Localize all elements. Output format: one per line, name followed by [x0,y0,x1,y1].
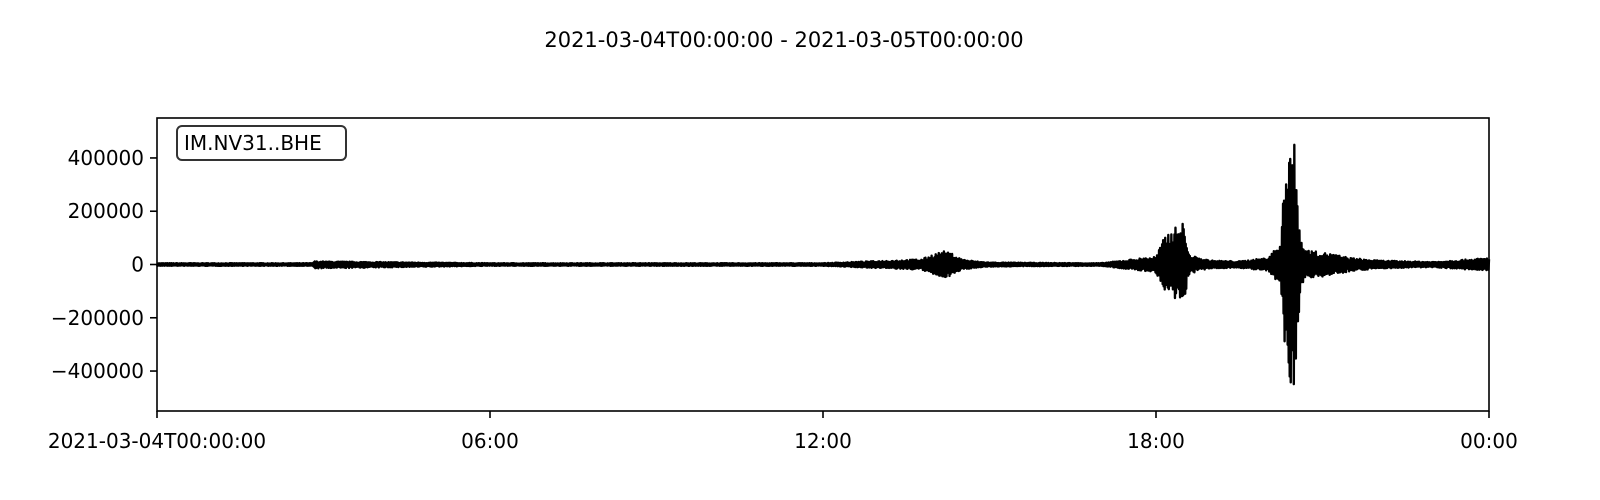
x-axis: 2021-03-04T00:00:00 06:00 12:00 18:00 00:00 [48,411,1518,453]
trace-label-frame [176,125,347,161]
x-tick-label: 06:00 [461,429,519,453]
y-tick-label: 200000 [68,199,144,223]
y-tick-label: 400000 [68,146,144,170]
y-tick-label: 0 [131,253,144,277]
x-tick-label: 12:00 [794,429,852,453]
y-tick-label: −200000 [51,306,144,330]
y-axis: 400000 200000 0 −200000 −400000 [51,146,157,383]
trace-label: IM.NV31..BHE [184,131,322,155]
y-tick-label: −400000 [51,359,144,383]
trace-label-box: IM.NV31..BHE [176,125,347,161]
x-tick-label: 2021-03-04T00:00:00 [48,429,266,453]
waveform-trace-group [155,143,1491,386]
x-tick-label: 00:00 [1460,429,1518,453]
x-tick-label: 18:00 [1127,429,1185,453]
chart-title: 2021-03-04T00:00:00 - 2021-03-05T00:00:0… [544,28,1023,52]
